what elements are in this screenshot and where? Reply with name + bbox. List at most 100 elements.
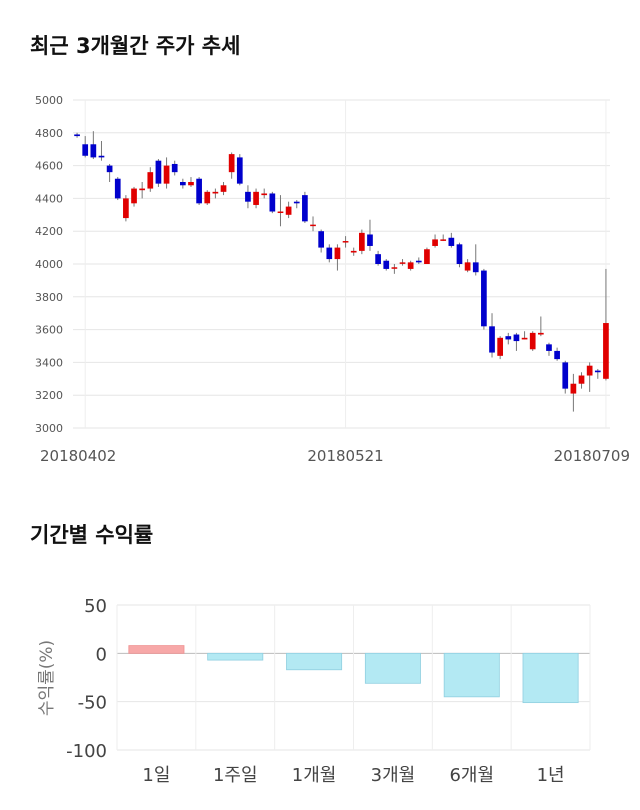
price-tick-label: 3200 — [35, 389, 63, 402]
candle-body — [375, 254, 381, 264]
candle — [546, 342, 552, 356]
candle-body — [448, 237, 455, 246]
candle-body — [285, 206, 292, 215]
returns-bar — [128, 645, 185, 654]
candle-body — [367, 234, 373, 246]
candle — [603, 268, 609, 381]
candle-body — [594, 370, 601, 373]
candle — [82, 136, 89, 158]
candle — [489, 313, 495, 358]
candle — [318, 229, 325, 253]
candle — [562, 360, 569, 394]
candle-body — [196, 178, 202, 204]
candle-body — [155, 160, 162, 184]
candle — [570, 373, 577, 412]
candle-body — [513, 334, 520, 342]
candle-body — [74, 134, 80, 137]
date-tick-label: 20180521 — [307, 447, 383, 465]
candle-body — [472, 262, 479, 273]
candle — [293, 200, 300, 209]
candle-body — [326, 247, 333, 260]
returns-tick-label: -50 — [78, 693, 107, 714]
candle-body — [521, 337, 528, 340]
candle — [114, 177, 121, 201]
returns-tick-label: 50 — [84, 596, 107, 617]
candle — [245, 185, 251, 209]
candle — [302, 191, 308, 223]
candle — [269, 191, 276, 214]
candle — [188, 177, 194, 187]
candle — [90, 131, 97, 160]
candle-body — [163, 165, 170, 184]
price-tick-label: 4400 — [35, 192, 63, 205]
candle — [204, 190, 211, 205]
returns-bar — [443, 652, 500, 698]
price-tick-label: 4200 — [35, 225, 63, 238]
candle-body — [98, 155, 105, 158]
candle-body — [261, 193, 268, 196]
candle — [277, 195, 284, 227]
candle — [383, 259, 390, 271]
date-tick-label: 20180402 — [40, 447, 116, 465]
candle-body — [277, 211, 284, 214]
returns-category-label: 1일 — [142, 765, 170, 786]
candle — [342, 236, 349, 248]
candle-body — [440, 239, 447, 241]
candle — [497, 336, 504, 360]
candle — [432, 234, 438, 248]
candle-body — [505, 336, 512, 340]
candle-body — [350, 250, 357, 253]
candle — [529, 331, 536, 351]
candle — [554, 347, 560, 361]
candle-body — [220, 185, 227, 192]
candle — [513, 332, 520, 351]
candle — [440, 234, 447, 242]
candle — [139, 182, 146, 199]
candle-body — [415, 260, 422, 263]
candle-body — [114, 178, 121, 199]
candle — [391, 264, 398, 274]
period-returns-title: 기간별 수익률 — [30, 523, 154, 547]
candlestick-chart: 3000 3200 3400 3600 3800 4000 4200 4400 4600 4800… — [35, 94, 630, 465]
candle — [261, 188, 268, 199]
candle — [594, 368, 601, 379]
candle — [212, 188, 219, 199]
candle-body — [310, 224, 316, 227]
candle — [106, 163, 113, 182]
candle — [196, 177, 202, 205]
returns-category-label: 3개월 — [371, 765, 416, 786]
candle-body — [358, 232, 365, 251]
candle-body — [212, 191, 219, 194]
candle — [456, 242, 463, 268]
candle-body — [269, 193, 276, 212]
candle-body — [399, 262, 406, 264]
candle — [399, 259, 406, 266]
candle — [220, 182, 227, 196]
candle-body — [546, 344, 552, 351]
returns-bar — [522, 652, 579, 704]
candle-body — [424, 249, 430, 264]
candle — [448, 232, 455, 248]
price-tick-label: 4000 — [35, 258, 63, 271]
candle-body — [334, 247, 341, 260]
candle — [424, 247, 430, 264]
candle-body — [554, 350, 560, 360]
candle — [310, 216, 316, 232]
candle-body — [302, 195, 308, 222]
candle — [228, 152, 235, 179]
candle-body — [106, 165, 113, 173]
returns-category-label: 1개월 — [292, 765, 337, 786]
returns-category-label: 6개월 — [449, 765, 494, 786]
candle — [131, 186, 137, 207]
candle — [334, 244, 341, 271]
candle-body — [318, 231, 325, 248]
returns-bar — [207, 652, 264, 661]
candle-body — [432, 239, 438, 246]
candle — [123, 195, 129, 222]
candle — [155, 159, 162, 187]
candle-body — [179, 182, 186, 186]
candle-body — [464, 262, 471, 271]
candle — [171, 160, 178, 176]
returns-category-label: 1년 — [537, 765, 565, 786]
